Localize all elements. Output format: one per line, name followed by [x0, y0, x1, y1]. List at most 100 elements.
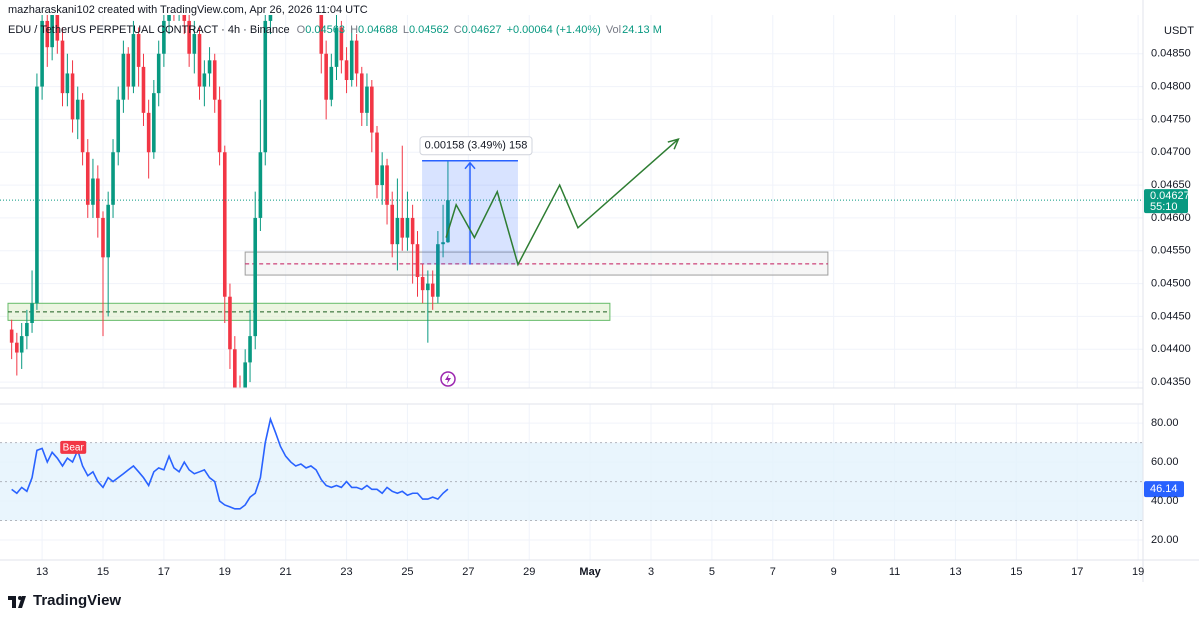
projection-arrowhead [667, 137, 680, 150]
candle-body [263, 20, 268, 153]
candle-body [121, 53, 126, 100]
y-tick-label: 0.04450 [1151, 310, 1191, 322]
candle-body [202, 73, 207, 87]
x-tick-label: 23 [340, 566, 352, 578]
volume-value: 24.13 M [622, 24, 662, 36]
candle-body [45, 20, 50, 48]
candle-body [187, 20, 191, 54]
candle-body [207, 60, 212, 74]
candle-body [25, 322, 29, 337]
change: +0.00064 (+1.40%) [507, 24, 601, 36]
candle-body [426, 283, 430, 291]
y-tick-label: 80.00 [1151, 417, 1179, 429]
x-tick-label: 15 [97, 566, 109, 578]
x-tick-label: 7 [770, 566, 776, 578]
candle-body [9, 329, 14, 343]
y-tick-label: 60.00 [1151, 456, 1179, 468]
candle-body [390, 204, 395, 245]
volume-label: Vol [606, 24, 621, 36]
symbol: EDU / TetherUS PERPETUAL CONTRACT · 4h ·… [8, 24, 290, 36]
candle-body [268, 15, 273, 21]
candle-body [80, 99, 85, 153]
candle-body [212, 60, 217, 100]
y-tick-label: 0.04400 [1151, 343, 1191, 355]
y-tick-label: 0.04850 [1151, 48, 1191, 60]
candle-body [182, 15, 187, 21]
candle-body [400, 217, 405, 238]
rsi-line [11, 416, 449, 510]
candle-body [436, 244, 440, 297]
logo-text[interactable]: TradingView [33, 592, 121, 609]
candle-body [380, 165, 384, 186]
candle-body [324, 53, 328, 100]
y-tick-label: 20.00 [1151, 534, 1179, 546]
candle-body [359, 73, 364, 113]
candle-body [65, 73, 70, 94]
event-icon [440, 371, 456, 387]
projection-path [445, 138, 679, 267]
candle-body [410, 217, 415, 245]
x-tick-label: 11 [889, 566, 900, 578]
x-tick-label: 19 [1132, 566, 1144, 578]
candle-body [85, 152, 90, 205]
x-tick-label: 27 [462, 566, 474, 578]
candle-body [146, 112, 151, 153]
high-value: 0.04688 [358, 24, 398, 36]
candle-body [375, 132, 379, 186]
rsi-tag [1144, 481, 1184, 498]
x-tick-label: 29 [523, 566, 535, 578]
candle-body [222, 152, 227, 297]
candle-body [253, 217, 258, 337]
open-value: 0.04563 [305, 24, 345, 36]
rsi-pane [0, 416, 1143, 522]
candle-body [217, 99, 222, 153]
x-tick-label: 15 [1010, 566, 1022, 578]
candle-body [228, 296, 232, 350]
candle-body [111, 152, 115, 205]
x-tick-label: 13 [36, 566, 48, 578]
logo[interactable]: TradingView [8, 592, 121, 609]
candle-body [116, 99, 121, 153]
candle-body [162, 20, 166, 54]
candle-body [197, 34, 202, 87]
candle-body [349, 40, 354, 81]
candle-body [192, 34, 197, 54]
candle-body [344, 60, 349, 81]
candles [9, 15, 450, 388]
x-tick-label: May [579, 566, 601, 578]
candle-body [91, 178, 95, 205]
candle-body [50, 15, 54, 48]
x-tick-label: 3 [648, 566, 654, 578]
candle-body [167, 15, 171, 21]
rsi-tag-text: 46.14 [1150, 483, 1178, 495]
x-tick-label: 25 [401, 566, 413, 578]
y-tick-label: 0.04700 [1151, 146, 1191, 158]
y-tick-label: 0.04500 [1151, 277, 1191, 289]
candle-body [446, 200, 450, 243]
candle-body [40, 20, 44, 87]
candle-body [420, 277, 425, 291]
candle-body [415, 244, 420, 278]
x-tick-label: 17 [1071, 566, 1083, 578]
candle-body [131, 34, 136, 87]
candle-body [70, 73, 75, 120]
candle-body [19, 336, 24, 353]
candle-body [395, 217, 400, 245]
annotation-box [60, 440, 87, 454]
y-tick-label: 0.04550 [1151, 245, 1191, 257]
candle-body [15, 342, 19, 353]
candle-body [96, 178, 100, 218]
close-label: C [454, 24, 462, 36]
price-tag-text: 0.04627 [1150, 190, 1190, 202]
candle-body [354, 40, 359, 74]
candle-body [233, 349, 237, 388]
candle-body [430, 283, 435, 297]
annotation-text: Bear [63, 442, 85, 453]
candle-body [30, 303, 34, 323]
candle-body [101, 217, 105, 258]
candle-body [385, 165, 389, 205]
low-value: 0.04562 [409, 24, 449, 36]
high-label: H [350, 24, 358, 36]
